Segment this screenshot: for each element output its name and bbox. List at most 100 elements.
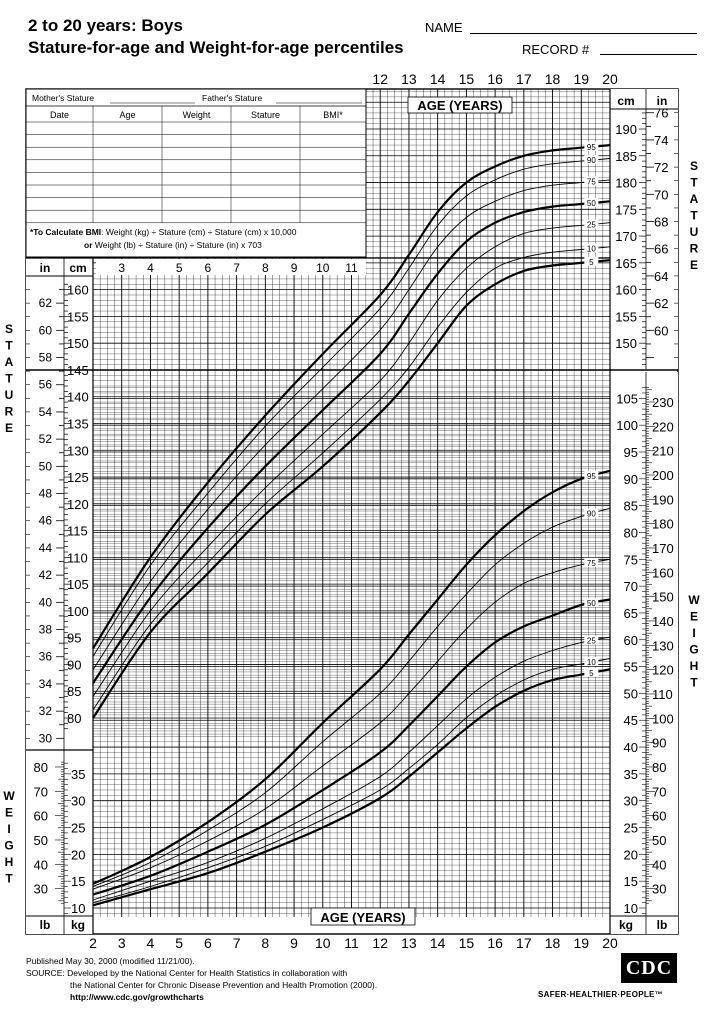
tick-label-in-right: 70 (654, 187, 668, 202)
tick-label-lb-right: 90 (652, 736, 666, 751)
tick-label-in: 60 (39, 323, 53, 337)
cdc-tagline: SAFER·HEALTHIER·PEOPLE™ (538, 990, 663, 999)
age-tick-inner: 9 (291, 261, 298, 275)
age-tick-bottom: 6 (204, 935, 212, 951)
tick-label-lb-right: 70 (652, 784, 666, 799)
tick-label-kg-right: 100 (616, 418, 638, 433)
tick-label-in-right: 74 (654, 133, 668, 148)
stature-curve-p90 (92, 158, 611, 657)
tick-label-in: 48 (39, 487, 53, 501)
tick-label-in-right: 76 (654, 106, 668, 121)
tick-label-lb: 70 (34, 784, 48, 799)
age-tick-bottom: 9 (290, 935, 298, 951)
table-col-header: Stature (251, 110, 280, 120)
stature-percentile-label: 5 (589, 258, 594, 267)
weight-curve-p10 (92, 658, 611, 904)
tick-label-in: 40 (39, 595, 53, 609)
tick-label-in-right: 62 (654, 296, 668, 311)
age-tick-bottom: 17 (516, 935, 532, 951)
tick-label-in-right: 66 (654, 242, 668, 257)
tick-label-lb: 60 (34, 809, 48, 824)
tick-label-in: 62 (39, 296, 53, 310)
tick-label-in-right: 64 (654, 269, 668, 284)
tick-label-in: 46 (39, 514, 53, 528)
unit-in: in (40, 261, 51, 275)
age-tick-top: 19 (573, 71, 589, 87)
age-tick-bottom: 16 (487, 935, 503, 951)
tick-label-in: 30 (39, 731, 53, 745)
tick-label-kg-right: 95 (624, 445, 638, 460)
tick-label-lb: 80 (34, 760, 48, 775)
source-url[interactable]: http://www.cdc.gov/growthcharts (70, 992, 204, 1002)
age-tick-inner: 6 (205, 261, 212, 275)
tick-label-cm-right: 190 (615, 122, 637, 137)
tick-label-in: 50 (39, 459, 53, 473)
tick-label-kg-right: 85 (624, 499, 638, 514)
age-tick-bottom: 10 (315, 935, 331, 951)
name-field[interactable] (470, 33, 697, 34)
stature-curve-p5 (92, 259, 611, 719)
weight-curve-p90 (92, 507, 611, 887)
stature-curve-p75 (92, 179, 611, 671)
age-tick-top: 15 (459, 71, 475, 87)
age-tick-bottom: 3 (118, 935, 126, 951)
tick-label-cm-right: 165 (615, 256, 637, 271)
age-tick-inner: 7 (233, 261, 240, 275)
age-tick-bottom: 8 (261, 935, 269, 951)
tick-label-cm: 95 (67, 631, 81, 646)
age-tick-bottom: 19 (573, 935, 589, 951)
tick-label-cm: 150 (67, 336, 89, 351)
weight-percentile-label: 5 (589, 669, 594, 678)
cdc-logo: CDC (621, 953, 677, 983)
tick-label-kg-right: 105 (616, 391, 638, 406)
tick-label-cm: 155 (67, 309, 89, 324)
tick-label-lb-right: 40 (652, 857, 666, 872)
tick-label-kg: 15 (71, 874, 85, 889)
stature-percentile-label-bg (584, 243, 599, 253)
tick-label-in: 44 (39, 541, 53, 555)
tick-label-cm: 110 (67, 550, 88, 565)
right-weight-bg (610, 372, 678, 934)
tick-label-kg-right: 20 (624, 847, 638, 862)
age-tick-top: 18 (545, 71, 561, 87)
unit-kg: kg (71, 918, 85, 932)
tick-label-kg-right: 25 (624, 821, 638, 836)
stature-percentile-label: 95 (587, 143, 596, 152)
tick-label-lb-right: 200 (652, 468, 674, 483)
tick-label-in: 36 (39, 650, 53, 664)
record-label: RECORD # (522, 42, 590, 57)
age-tick-top: 17 (516, 71, 532, 87)
stature-curve-p10 (92, 246, 611, 711)
tick-label-kg-right: 65 (624, 606, 638, 621)
tick-label-kg: 35 (71, 767, 85, 782)
tick-label-lb-right: 150 (652, 590, 674, 605)
stature-percentile-label-bg (584, 155, 599, 165)
record-field[interactable] (600, 54, 697, 55)
tick-label-kg-right: 45 (624, 713, 638, 728)
weight-curve-p75 (92, 558, 611, 890)
stature-curve-p95 (92, 144, 611, 649)
tick-label-lb-right: 100 (652, 711, 674, 726)
weight-percentile-label-bg (584, 557, 599, 567)
tick-label-lb-right: 30 (652, 882, 666, 897)
tick-label-kg-right: 30 (624, 794, 638, 809)
tick-label-lb-right: 80 (652, 760, 666, 775)
tick-label-kg: 30 (71, 794, 85, 809)
tick-label-kg-right: 55 (624, 660, 638, 675)
age-axis-title-box-bottom (310, 907, 416, 926)
age-tick-inner: 10 (316, 261, 330, 275)
tick-label-kg-right: 70 (624, 579, 638, 594)
source-line2: the National Center for Chronic Disease … (70, 980, 378, 990)
tick-label-kg-right: 75 (624, 552, 638, 567)
age-tick-top: 14 (430, 71, 446, 87)
fathers-stature-label: Father's Stature (202, 93, 262, 103)
weight-percentile-label-bg (584, 635, 599, 645)
tick-label-cm: 120 (67, 497, 89, 512)
stature-percentile-label: 50 (587, 199, 596, 208)
age-tick-top: 12 (372, 71, 388, 87)
age-axis-title-box-top (407, 96, 513, 114)
unit-cm-right: cm (617, 94, 634, 108)
tick-label-lb-right: 190 (652, 492, 674, 507)
